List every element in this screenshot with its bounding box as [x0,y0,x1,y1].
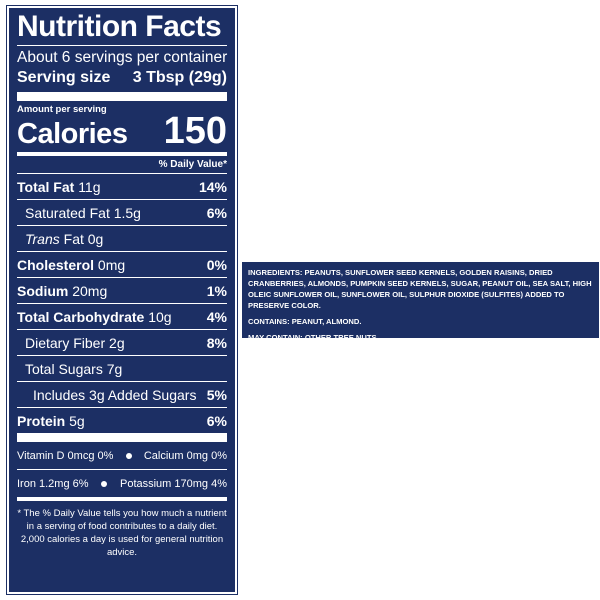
calcium: Calcium 0mg 0% [143,449,227,462]
divider [17,45,227,46]
nutrient-amount: Fat 0g [63,230,104,247]
thick-divider [17,433,227,442]
nutrient-dv: 8% [206,334,227,351]
nutrient-name: Total Fat [17,178,75,195]
nutrient-row-protein: Protein 5g 6% [17,408,227,433]
vitamin-d: Vitamin D 0mcg 0% [17,449,114,462]
nutrient-amount: 0mg [97,256,126,273]
nutrient-dv: 6% [206,204,227,221]
nutrient-name: Total Carbohydrate [17,308,145,325]
calories-row: Calories 150 [17,112,227,150]
nutrient-amount: 11g [78,178,101,195]
calories-label: Calories [17,118,128,150]
nutrition-facts-label: Nutrition Facts About 6 servings per con… [6,5,238,595]
nutrient-row-trans-fat: Trans Fat 0g [17,226,227,252]
vitamin-row: Iron 1.2mg 6% Potassium 170mg 4% [17,470,227,497]
nutrient-name: Protein [17,412,66,429]
bullet-icon [125,452,132,459]
nutrient-name: Saturated Fat [25,204,110,221]
nutrient-row-total-fat: Total Fat 11g 14% [17,174,227,200]
calories-value: 150 [163,110,227,152]
amount-per-serving: Amount per serving [17,104,107,115]
label-title: Nutrition Facts [17,10,222,43]
medium-divider [17,152,227,156]
nutrient-dv: 6% [206,412,227,429]
nutrient-amount: 2g [109,334,125,351]
nutrient-name: Total Sugars [25,360,103,377]
nutrient-row-added-sugars: Includes 3g Added Sugars 5% [17,382,227,408]
nutrient-dv: 5% [206,386,227,403]
nutrient-amount: 5g [69,412,85,429]
daily-value-header: % Daily Value* [17,156,227,174]
servings-per-container: About 6 servings per container [17,49,228,66]
medium-divider [17,497,227,501]
serving-size-value: 3 Tbsp (29g) [132,69,227,86]
serving-size-label: Serving size [17,69,111,86]
thick-divider [17,92,227,101]
serving-size: Serving size 3 Tbsp (29g) [17,68,227,88]
nutrient-name: Trans [25,230,60,247]
nutrient-amount: 10g [148,308,172,325]
ingredients-panel: INGREDIENTS: PEANUTS, SUNFLOWER SEED KER… [242,262,599,342]
nutrient-row-cholesterol: Cholesterol 0mg 0% [17,252,227,278]
nutrient-dv: 4% [206,308,227,325]
iron: Iron 1.2mg 6% [17,477,89,490]
daily-value-footnote: * The % Daily Value tells you how much a… [17,508,227,558]
may-contain-text: MAY CONTAIN: OTHER TREE NUTS. [248,333,379,342]
nutrient-row-total-sugars: Total Sugars 7g [17,356,227,382]
nutrient-dv: 1% [206,282,227,299]
nutrient-row-dietary-fiber: Dietary Fiber 2g 8% [17,330,227,356]
nutrient-amount: 20mg [72,282,108,299]
vitamin-row: Vitamin D 0mcg 0% Calcium 0mg 0% [17,442,227,470]
nutrient-amount: 7g [106,360,123,377]
nutrient-name: Sodium [17,282,69,299]
nutrient-amount: 1.5g [113,204,141,221]
nutrient-dv: 14% [198,178,227,195]
nutrient-row-sodium: Sodium 20mg 1% [17,278,227,304]
nutrient-name: Includes 3g Added Sugars [33,386,197,403]
nutrient-row-saturated-fat: Saturated Fat 1.5g 6% [17,200,227,226]
ingredients-text: INGREDIENTS: PEANUTS, SUNFLOWER SEED KER… [248,268,592,310]
potassium: Potassium 170mg 4% [119,477,227,490]
bullet-icon [101,480,108,487]
contains-text: CONTAINS: PEANUT, ALMOND. [248,317,362,326]
nutrient-row-total-carbohydrate: Total Carbohydrate 10g 4% [17,304,227,330]
nutrient-dv: 0% [206,256,227,273]
nutrient-name: Dietary Fiber [25,334,106,351]
nutrient-name: Cholesterol [17,256,95,273]
